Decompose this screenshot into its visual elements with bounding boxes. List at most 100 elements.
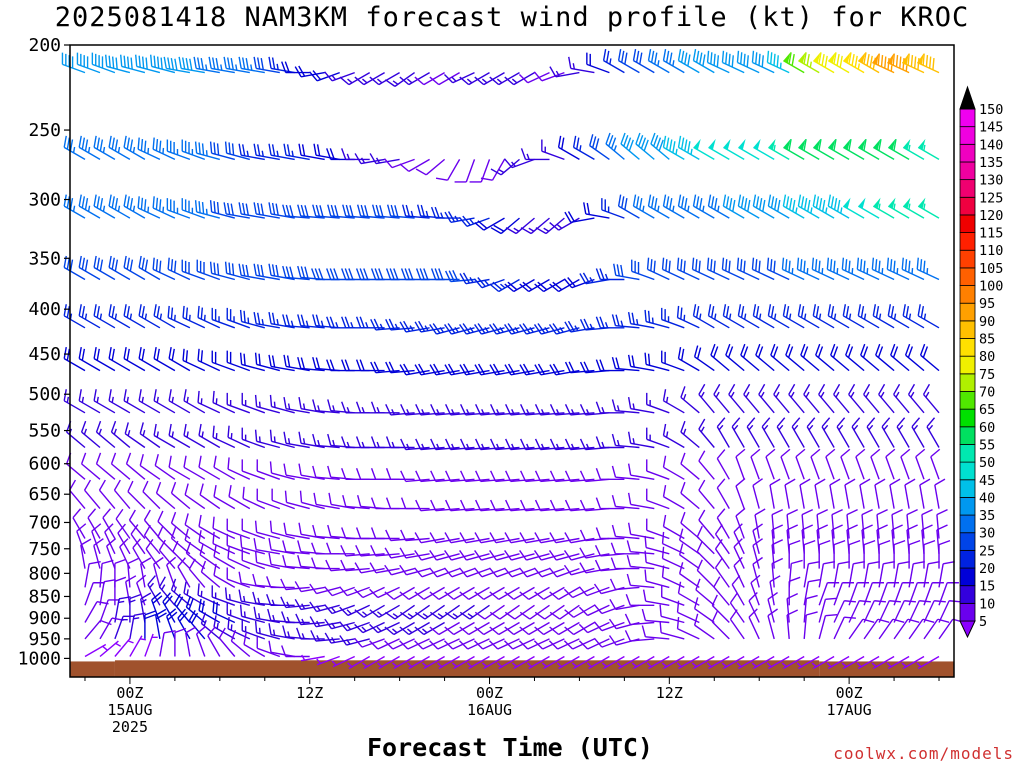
barb-staff — [226, 213, 250, 219]
barb-full — [474, 324, 482, 335]
wind-barb — [549, 470, 580, 483]
barb-full — [647, 353, 651, 366]
barb-full — [750, 574, 761, 584]
wind-barb — [886, 655, 910, 670]
barb-staff — [438, 621, 460, 636]
barb-full — [268, 311, 272, 324]
barb-full — [99, 198, 104, 210]
wind-barb — [710, 343, 730, 372]
barb-full — [827, 582, 840, 584]
barb-staff — [635, 143, 655, 160]
barb-staff — [650, 143, 670, 160]
wind-barb — [129, 612, 146, 640]
barb-staff — [645, 619, 670, 624]
wind-barb — [533, 550, 565, 561]
barb-staff — [300, 215, 325, 219]
barb-staff — [172, 551, 191, 570]
barb-staff — [99, 599, 109, 623]
barb-half — [911, 268, 914, 274]
barb-full — [123, 304, 127, 316]
barb-staff — [212, 318, 236, 329]
barb-full — [340, 559, 347, 571]
barb-full — [469, 181, 482, 183]
barb-full — [677, 581, 682, 594]
barb-staff — [182, 359, 206, 372]
barb-full — [839, 55, 843, 68]
barb-full — [474, 611, 486, 620]
barb-staff — [750, 456, 760, 480]
barb-half — [683, 393, 687, 400]
barb-full — [297, 265, 302, 278]
wind-barb — [695, 578, 715, 606]
barb-staff — [570, 67, 595, 74]
barb-full — [740, 52, 743, 65]
barb-staff — [199, 554, 221, 570]
barb-full — [385, 529, 392, 541]
barb-full — [677, 194, 682, 207]
barb-full — [188, 141, 190, 154]
barb-full — [490, 403, 497, 416]
wind-barb — [692, 304, 715, 329]
barb-full — [714, 198, 718, 210]
barb-full — [814, 259, 818, 271]
barb-full — [213, 615, 217, 628]
wind-barb — [661, 585, 685, 606]
barb-half — [440, 212, 444, 219]
barb-staff — [241, 213, 265, 219]
credit-link[interactable]: coolwx.com/models — [833, 744, 1014, 763]
wind-barb — [269, 461, 295, 480]
barb-staff — [285, 215, 310, 219]
barb-full — [138, 389, 142, 401]
barb-full — [241, 264, 246, 277]
barb-full — [503, 567, 513, 578]
wind-barb — [283, 143, 310, 161]
colorbar: 5101520253035404550556065707580859095100… — [959, 85, 1003, 639]
barb-half — [302, 403, 306, 410]
barb-half — [687, 205, 690, 212]
wind-barb — [646, 488, 670, 510]
wind-barb — [831, 509, 843, 539]
barb-full — [548, 324, 557, 335]
wind-barb — [184, 483, 206, 510]
barb-staff — [513, 655, 535, 670]
barb-full — [650, 50, 655, 63]
wind-barb — [84, 619, 112, 640]
barb-full — [115, 57, 118, 70]
wind-barb — [572, 135, 595, 161]
wind-barb — [586, 52, 610, 74]
wind-barb — [65, 452, 86, 480]
barb-full — [563, 564, 572, 576]
barb-staff — [438, 655, 460, 670]
wind-barb — [370, 318, 400, 331]
wind-barb — [489, 550, 520, 561]
wind-barb — [445, 270, 475, 283]
wind-barb — [199, 543, 221, 570]
colorbar-swatch — [959, 338, 976, 357]
barb-full — [100, 619, 112, 626]
barb-full — [283, 463, 287, 476]
wind-barb — [422, 655, 445, 670]
wind-barb — [661, 307, 685, 329]
wind-barb — [451, 655, 475, 670]
wind-barb — [557, 135, 580, 161]
barb-full — [141, 257, 145, 270]
wind-barb — [93, 389, 116, 414]
barb-full — [185, 626, 197, 634]
barb-staff — [735, 515, 745, 539]
barb-full — [198, 142, 201, 155]
wind-barb — [642, 589, 670, 606]
barb-half — [186, 431, 189, 438]
barb-full — [369, 562, 377, 574]
barb-half — [156, 431, 159, 438]
barb-full — [432, 323, 441, 334]
wind-barb — [676, 655, 700, 670]
barb-staff — [528, 655, 550, 670]
barb-full — [414, 626, 425, 636]
wind-barb — [200, 560, 221, 588]
barb-staff — [605, 143, 625, 160]
barb-full — [737, 304, 742, 316]
wind-barb — [893, 561, 910, 588]
barb-staff — [393, 621, 415, 636]
barb-half — [410, 210, 414, 217]
wind-barb — [534, 278, 565, 293]
